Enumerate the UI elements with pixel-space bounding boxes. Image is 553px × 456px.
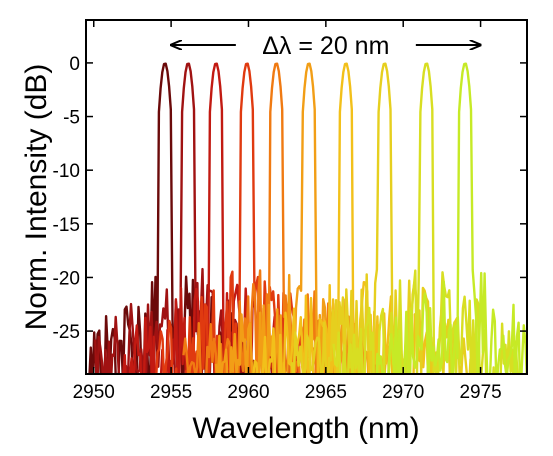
- x-axis-title: Wavelength (nm): [192, 412, 419, 445]
- spectrum-series-7: [252, 62, 440, 374]
- delta-lambda-annotation: Δλ = 20 nm: [262, 32, 389, 60]
- x-tick-label: 2955: [150, 382, 192, 403]
- y-tick-label: -20: [53, 268, 80, 289]
- spectrum-series-10: [375, 62, 527, 374]
- y-tick-label: -25: [53, 322, 80, 343]
- y-tick-label: -10: [53, 161, 80, 182]
- x-tick-label: 2975: [459, 382, 501, 403]
- y-tick-label: -15: [53, 215, 80, 236]
- plot-frame: [85, 19, 528, 375]
- y-tick-label: 0: [69, 54, 80, 75]
- y-tick-label: -5: [63, 108, 80, 129]
- x-tick-label: 2970: [382, 382, 424, 403]
- x-axis-ticks: 2950 2955 2960 2965 2970 2975: [73, 20, 502, 403]
- x-tick-label: 2965: [305, 382, 347, 403]
- spectrum-series-8: [290, 62, 479, 374]
- x-tick-label: 2960: [227, 382, 269, 403]
- spectrum-series-9: [332, 62, 519, 374]
- x-tick-label: 2950: [73, 382, 115, 403]
- spectra-series-group: [88, 62, 527, 374]
- y-axis-title: Norm. Intensity (dB): [20, 64, 53, 331]
- y-axis-ticks: 0 -5 -10 -15 -20 -25: [53, 54, 527, 343]
- spectrum-series-6: [214, 62, 401, 374]
